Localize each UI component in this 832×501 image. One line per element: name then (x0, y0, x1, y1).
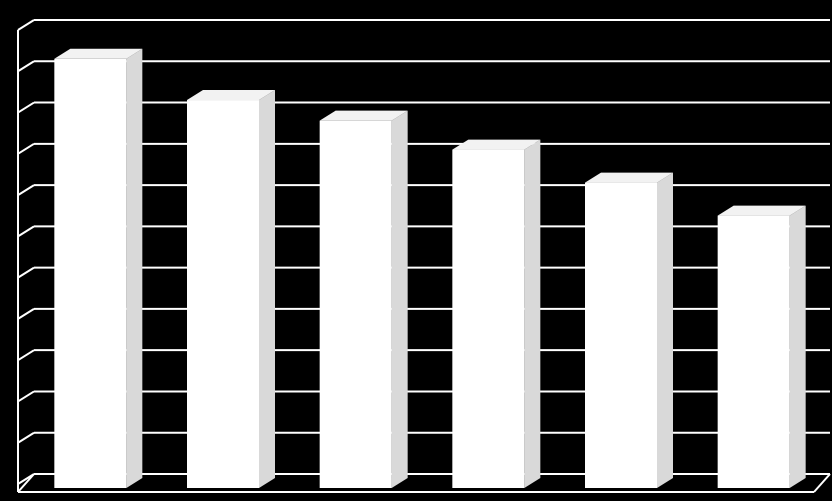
bar-c4 (452, 140, 540, 488)
bar-c5 (585, 173, 673, 488)
bar-c3 (320, 111, 408, 488)
bar-c2 (187, 90, 275, 488)
chart-svg (0, 0, 832, 501)
bar-chart (0, 0, 832, 501)
bar-c1 (54, 49, 142, 488)
bar-c6 (718, 206, 806, 488)
